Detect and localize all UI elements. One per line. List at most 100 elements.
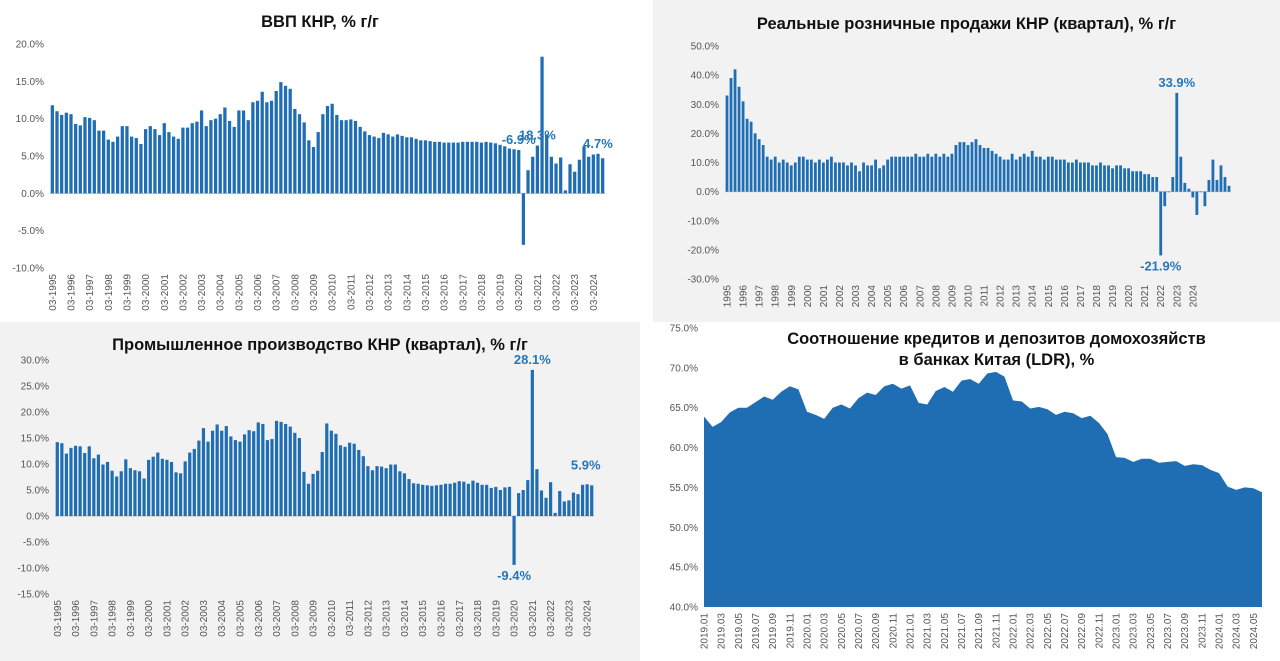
bar — [1026, 156, 1030, 192]
bar — [1135, 171, 1139, 192]
y-tick-label: -5.0% — [23, 538, 49, 549]
bar — [918, 156, 922, 192]
bar — [838, 162, 841, 192]
bar — [1111, 168, 1114, 192]
bar — [1054, 159, 1058, 192]
bar — [1215, 179, 1219, 192]
bar — [914, 153, 918, 192]
x-tick-label: 2003 — [851, 285, 862, 308]
bar — [428, 141, 432, 194]
bar — [559, 157, 563, 194]
bar — [409, 137, 414, 194]
x-tick-label: 2002 — [835, 285, 846, 308]
bar — [858, 171, 861, 192]
x-tick-label: 03-2012 — [365, 274, 376, 311]
bar — [526, 480, 530, 516]
bar — [1034, 156, 1038, 192]
bar — [922, 156, 926, 192]
bar — [503, 487, 507, 516]
bar — [439, 484, 443, 516]
bar — [270, 439, 274, 516]
bar — [74, 123, 78, 194]
bar — [785, 162, 789, 192]
bar — [970, 142, 974, 192]
bar — [411, 483, 416, 516]
bar — [88, 117, 92, 194]
x-tick-label: 2022.03 — [1026, 613, 1037, 650]
bar — [338, 445, 343, 516]
bar — [115, 136, 120, 194]
bar — [994, 153, 998, 192]
bar — [119, 471, 123, 516]
bar — [962, 142, 966, 192]
bar — [1119, 165, 1122, 192]
x-tick-label: 2019.01 — [700, 613, 711, 650]
bar — [311, 147, 316, 194]
bar — [576, 494, 580, 516]
bar — [765, 156, 769, 192]
data-label: 28.1% — [514, 352, 551, 367]
bar — [224, 426, 228, 516]
bar — [507, 148, 512, 194]
bar — [188, 452, 192, 516]
bar — [801, 156, 805, 192]
bar — [307, 140, 311, 194]
bar — [512, 149, 516, 194]
x-tick-label: 2014 — [1028, 285, 1039, 308]
x-tick-label: 03-1995 — [48, 274, 59, 311]
x-tick-label: 03-2023 — [564, 600, 575, 637]
bar — [1115, 165, 1118, 192]
bar — [153, 129, 157, 194]
bar — [416, 483, 420, 516]
x-tick-label: 03-2016 — [440, 274, 451, 311]
x-tick-label: 2011 — [980, 285, 991, 307]
x-tick-label: 03-2005 — [234, 274, 245, 311]
bar — [241, 110, 246, 194]
bar — [789, 165, 793, 192]
x-tick-label: 03-2008 — [290, 274, 301, 311]
y-tick-label: 20.0% — [691, 129, 719, 140]
bar — [367, 135, 372, 194]
x-tick-label: 03-2011 — [346, 274, 357, 310]
bar — [316, 132, 320, 194]
bar — [407, 479, 411, 516]
x-tick-label: 2023.01 — [1112, 613, 1123, 650]
bar — [761, 145, 765, 192]
bar — [60, 114, 64, 194]
x-tick-label: 2023 — [1172, 285, 1183, 308]
bar — [1099, 162, 1102, 192]
x-tick-label: 03-2018 — [473, 600, 484, 637]
x-tick-label: 2022.07 — [1060, 613, 1071, 650]
bar — [1223, 177, 1227, 192]
bar — [325, 105, 330, 194]
bar — [813, 162, 817, 192]
bar — [325, 423, 329, 516]
bar — [185, 127, 190, 194]
bar — [1203, 191, 1207, 207]
bar — [261, 423, 265, 516]
y-tick-label: -10.0% — [17, 564, 49, 575]
bar — [147, 459, 151, 516]
bar — [232, 126, 236, 194]
bar — [1042, 159, 1046, 192]
bar — [926, 153, 930, 192]
bar — [1219, 165, 1223, 192]
bar — [1123, 168, 1126, 192]
bar — [302, 122, 306, 194]
bar — [1018, 156, 1022, 192]
ldr-chart-panel: 40.0% 45.0% 50.0% 55.0% 60.0% 65.0% 70.0% 75.0%… — [653, 322, 1280, 661]
bar — [110, 470, 114, 516]
x-tick-label: 2021.11 — [991, 613, 1002, 649]
x-tick-label: 03-2009 — [309, 600, 320, 637]
bar — [255, 100, 260, 194]
bar — [1087, 162, 1090, 192]
bar — [902, 156, 906, 192]
bar — [283, 85, 288, 194]
bar — [204, 126, 208, 194]
y-tick-label: 50.0% — [691, 42, 719, 53]
x-tick-label: 03-2004 — [216, 274, 227, 311]
bar — [162, 123, 166, 194]
x-tick-label: 2024.03 — [1232, 613, 1243, 650]
bar — [466, 483, 470, 516]
bar — [372, 136, 376, 194]
